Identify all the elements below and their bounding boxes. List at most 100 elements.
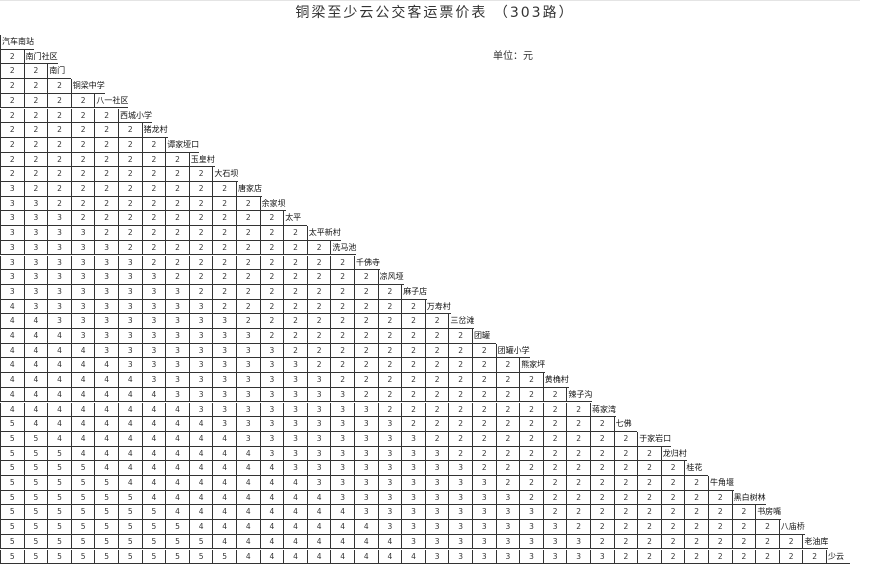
fare-cell: 3 [165, 314, 189, 329]
fare-cell: 4 [354, 520, 378, 535]
fare-cell: 2 [70, 196, 95, 212]
fare-cell: 2 [802, 549, 826, 565]
fare-cell: 2 [660, 520, 685, 535]
fare-cell: 2 [660, 461, 685, 476]
fare-cell: 2 [306, 284, 331, 300]
fare-cell: 2 [448, 343, 472, 359]
fare-cell: 4 [23, 358, 48, 374]
fare-cell: 2 [472, 461, 496, 476]
fare-cell: 3 [306, 373, 331, 388]
fare-cell: 3 [424, 461, 449, 476]
fare-cell: 2 [165, 167, 189, 182]
fare-cell: 2 [684, 476, 708, 491]
fare-cell: 4 [0, 387, 24, 403]
fare-cell: 2 [141, 255, 166, 271]
fare-cell: 3 [165, 387, 189, 403]
fare-cell: 4 [212, 476, 236, 491]
fare-cell: 2 [306, 255, 331, 271]
fare-cell: 2 [519, 402, 543, 418]
station-name: 西城小学 [118, 108, 152, 124]
fare-cell: 3 [424, 549, 449, 565]
fare-cell: 3 [259, 417, 284, 432]
fare-cell: 2 [0, 137, 24, 153]
fare-cell: 5 [0, 417, 24, 432]
fare-cell: 4 [212, 505, 236, 521]
fare-cell: 3 [424, 520, 449, 535]
fare-cell: 3 [377, 431, 402, 447]
fare-cell: 2 [330, 299, 354, 315]
fare-cell: 3 [472, 534, 496, 550]
station-name: 太平 [283, 211, 307, 227]
station-name: 唐家店 [236, 182, 262, 197]
fare-cell: 2 [448, 431, 472, 447]
fare-cell: 4 [0, 299, 24, 315]
fare-cell: 4 [236, 534, 260, 550]
station-name: 辣子沟 [566, 387, 593, 403]
fare-cell: 3 [0, 182, 24, 197]
fare-cell: 2 [731, 505, 756, 521]
fare-cell: 2 [519, 431, 543, 447]
fare-cell: 2 [377, 402, 402, 418]
fare-cell: 5 [23, 431, 48, 447]
fare-cell: 3 [283, 358, 307, 374]
fare-cell: 3 [23, 299, 48, 315]
fare-cell: 2 [47, 123, 71, 138]
fare-cell: 3 [94, 343, 118, 359]
fare-cell: 3 [141, 314, 166, 329]
fare-cell: 2 [542, 446, 567, 462]
fare-cell: 2 [306, 314, 331, 329]
fare-cell: 5 [0, 446, 24, 462]
fare-cell: 4 [212, 534, 236, 550]
fare-cell: 3 [70, 226, 95, 241]
fare-cell: 3 [283, 387, 307, 403]
fare-cell: 2 [377, 373, 402, 388]
fare-cell: 2 [448, 373, 472, 388]
fare-cell: 3 [236, 358, 260, 374]
fare-cell: 3 [47, 211, 71, 227]
fare-cell: 2 [472, 358, 496, 374]
station-name: 太平新村 [306, 226, 341, 241]
fare-cell: 2 [731, 549, 756, 565]
fare-cell: 3 [165, 284, 189, 300]
station-name: 猪龙村 [141, 123, 168, 138]
fare-cell: 4 [283, 549, 307, 565]
fare-cell: 4 [306, 534, 331, 550]
fare-cell: 3 [70, 270, 95, 285]
fare-cell: 5 [118, 520, 142, 535]
fare-cell: 4 [141, 417, 166, 432]
fare-cell: 2 [660, 505, 685, 521]
fare-cell: 2 [354, 284, 378, 300]
fare-cell: 2 [637, 461, 661, 476]
fare-cell: 4 [47, 343, 71, 359]
fare-cell: 4 [70, 431, 95, 447]
fare-cell: 2 [94, 152, 118, 168]
fare-cell: 4 [188, 461, 213, 476]
fare-cell: 2 [448, 446, 472, 462]
title-text: 铜梁至少云公交客运票价表 （303路） [295, 5, 575, 21]
fare-cell: 4 [141, 476, 166, 491]
fare-cell: 5 [0, 549, 24, 565]
fare-cell: 3 [47, 255, 71, 271]
station-name: 玉皇村 [188, 152, 215, 168]
fare-cell: 2 [47, 167, 71, 182]
fare-cell: 3 [0, 284, 24, 300]
fare-cell: 3 [306, 402, 331, 418]
station-name: 万寿村 [424, 299, 451, 315]
fare-cell: 3 [47, 226, 71, 241]
station-name: 大石坝 [212, 167, 239, 182]
station-name: 汽车南站 [0, 35, 34, 50]
fare-cell: 4 [141, 446, 166, 462]
fare-cell: 2 [165, 270, 189, 285]
fare-cell: 2 [495, 461, 520, 476]
fare-cell: 3 [94, 240, 118, 256]
fare-cell: 3 [236, 343, 260, 359]
fare-cell: 2 [424, 431, 449, 447]
fare-cell: 3 [141, 270, 166, 285]
fare-cell: 4 [165, 505, 189, 521]
fare-cell: 3 [377, 417, 402, 432]
fare-cell: 3 [236, 329, 260, 344]
fare-cell: 4 [165, 461, 189, 476]
fare-cell: 2 [566, 431, 590, 447]
station-name: 团罐 [472, 329, 496, 344]
fare-cell: 3 [519, 549, 543, 565]
